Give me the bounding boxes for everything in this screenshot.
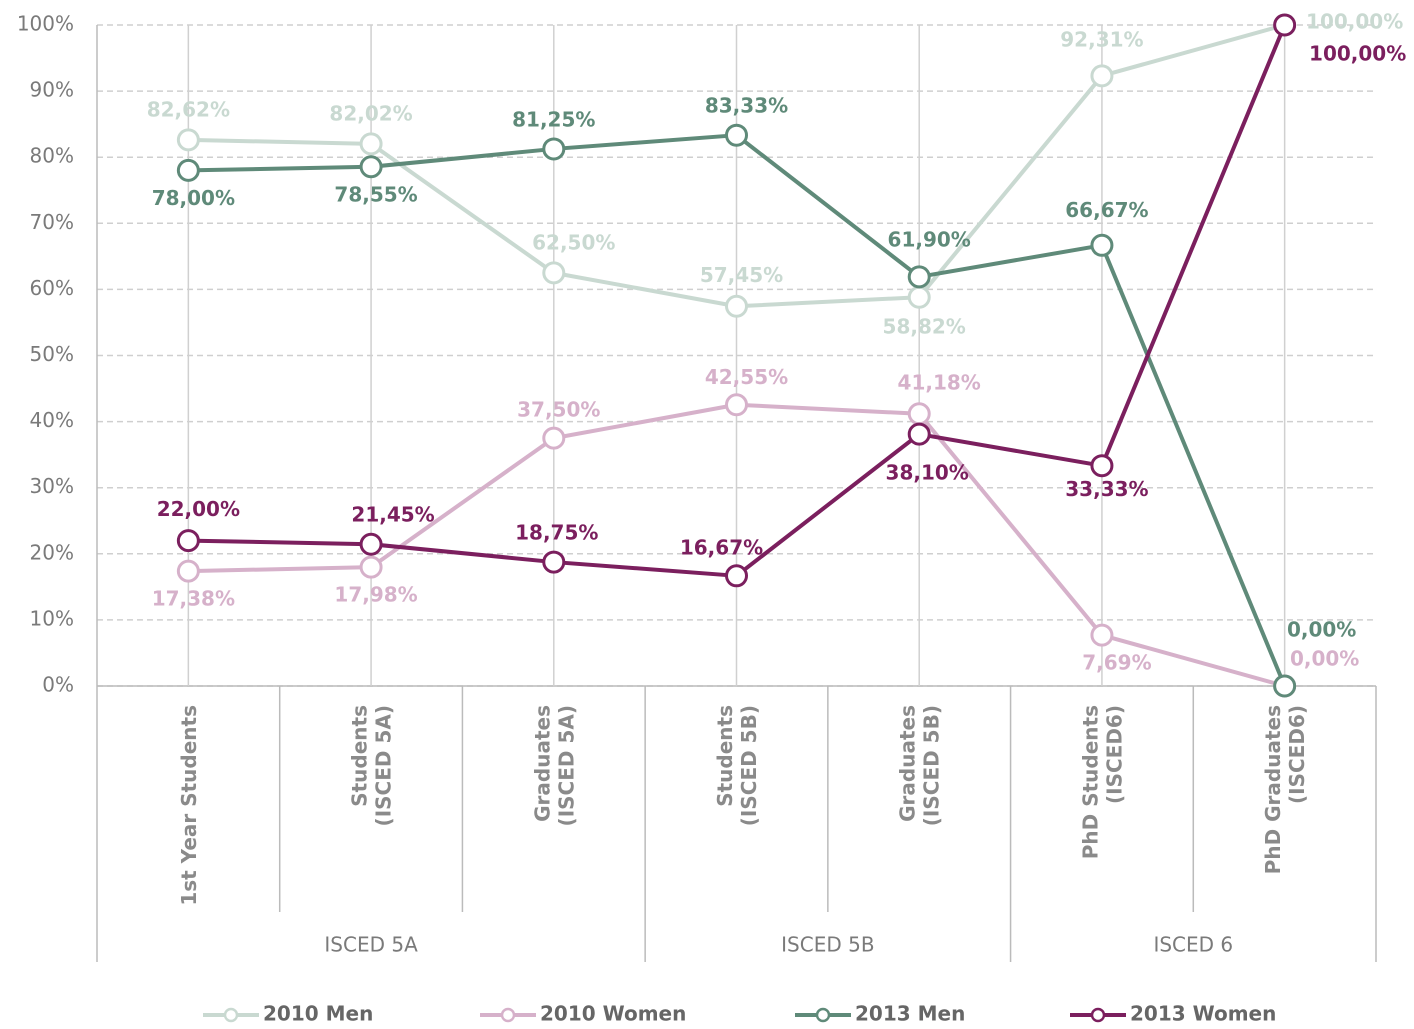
group-label: ISCED 6 [1153,933,1233,957]
data-label: 17,38% [152,587,235,611]
data-label: 41,18% [898,370,981,394]
data-label: 82,62% [147,97,230,121]
data-label: 66,67% [1065,198,1148,222]
x-tick-label: (ISCED6) [1102,705,1126,804]
data-label: 100,00% [1309,42,1406,66]
x-tick-label: (ISCED 5B) [920,705,944,826]
point [359,155,383,179]
data-label: 16,67% [680,535,763,559]
group-label: ISCED 5A [324,933,418,957]
data-label: 17,98% [334,583,417,607]
y-tick-label: 80% [30,144,74,168]
data-label: 82,02% [329,101,412,125]
y-tick-label: 100% [17,12,74,36]
group-label: ISCED 5B [781,933,874,957]
point [176,559,200,583]
y-tick-label: 50% [30,342,74,366]
legend-label: 2010 Men [263,1002,373,1026]
point [176,158,200,182]
data-label: 33,33% [1065,477,1148,501]
legend-label: 2013 Women [1130,1002,1276,1026]
data-label: 61,90% [888,227,971,251]
point [1090,64,1114,88]
point [725,123,748,147]
point [1090,233,1114,257]
data-label: 100,00% [1306,10,1403,34]
x-tick-label: PhD Students [1078,705,1102,859]
legend-marker [1090,1007,1106,1023]
point [1090,454,1114,478]
point [907,402,931,426]
point [542,550,566,574]
data-label: 78,00% [152,186,235,210]
point [907,265,931,289]
legend-label: 2013 Men [855,1002,965,1026]
data-label: 57,45% [700,263,783,287]
data-label: 7,69% [1082,651,1151,675]
point [907,422,931,446]
y-tick-label: 60% [30,276,74,300]
point [1273,13,1297,37]
data-label: 0,00% [1290,647,1359,671]
x-tick-label: (ISCED 5A) [554,705,578,826]
data-label: 58,82% [883,315,966,339]
data-label: 83,33% [705,94,788,118]
x-tick-label: 1st Year Students [177,705,201,906]
point [725,564,748,588]
point [359,132,383,156]
point [176,529,200,553]
x-tick-label: (ISCED6) [1285,705,1309,804]
legend-marker [815,1007,831,1023]
point [359,555,383,579]
point [725,294,748,318]
x-tick-label: Students [713,705,737,807]
data-label: 22,00% [157,497,240,521]
data-label: 21,45% [351,503,434,527]
data-label: 92,31% [1060,27,1143,51]
data-label: 42,55% [705,365,788,389]
data-label: 0,00% [1287,618,1356,642]
data-label: 37,50% [517,398,600,422]
x-tick-label: PhD Graduates [1261,705,1285,874]
y-tick-label: 0% [42,673,74,697]
x-tick-label: (ISCED 5A) [372,705,396,826]
point [907,285,931,309]
data-label: 38,10% [886,461,969,485]
data-label: 62,50% [532,230,615,254]
data-label: 18,75% [515,521,598,545]
point [542,261,566,285]
point [542,426,566,450]
x-tick-label: (ISCED 5B) [737,705,761,826]
x-tick-label: Graduates [530,705,554,822]
point [1273,674,1297,698]
legend-label: 2010 Women [540,1002,686,1026]
y-tick-label: 70% [30,210,74,234]
point [542,137,566,161]
legend-marker [223,1007,239,1023]
point [1090,623,1114,647]
data-label: 81,25% [512,107,595,131]
point [725,393,748,417]
legend-marker [500,1007,516,1023]
x-tick-label: Graduates [896,705,920,822]
point [359,532,383,556]
y-tick-label: 30% [30,474,74,498]
x-tick-label: Students [348,705,372,807]
y-tick-label: 40% [30,408,74,432]
y-tick-label: 20% [30,540,74,564]
point [176,128,200,152]
data-label: 78,55% [334,182,417,206]
y-tick-label: 10% [30,606,74,630]
y-tick-label: 90% [30,78,74,102]
